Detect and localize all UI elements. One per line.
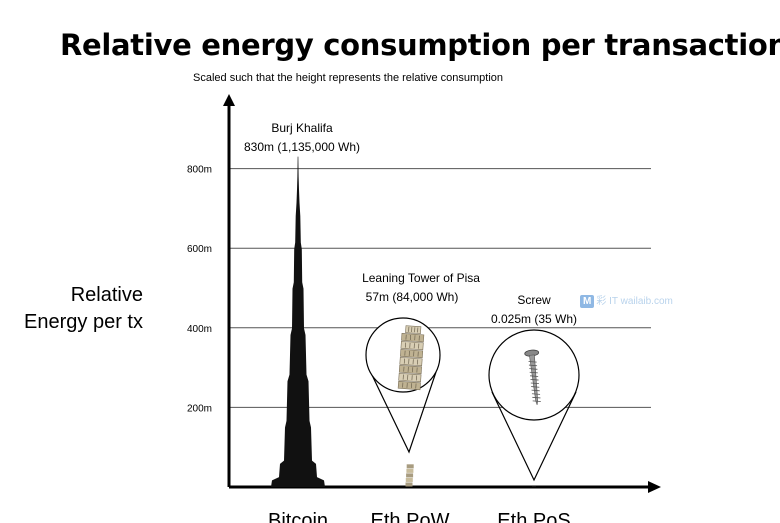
- x-tick-label-eth-pow: Eth PoW: [371, 510, 450, 523]
- bar-bitcoin-burj-khalifa: [271, 156, 325, 487]
- watermark-text: 彩 IT wailaib.com: [596, 296, 673, 307]
- y-tick-label-400m: 400m: [187, 324, 212, 335]
- chart-subtitle: Scaled such that the height represents t…: [193, 72, 504, 84]
- pisa-tower-icon: [397, 325, 425, 391]
- annotation-eth-pow-name: Leaning Tower of Pisa: [362, 271, 480, 285]
- y-axis-arrow: [223, 94, 235, 106]
- y-tick-label-200m: 200m: [187, 403, 212, 414]
- zoom-cone-eth-pos: [491, 391, 577, 482]
- y-axis-label: Relative Energy per tx: [0, 282, 143, 336]
- y-tick-label-600m: 600m: [187, 244, 212, 255]
- chart-title: Relative energy consumption per transact…: [60, 28, 780, 62]
- y-tick-label-800m: 800m: [187, 165, 212, 176]
- annotation-bitcoin-detail: 830m (1,135,000 Wh): [244, 140, 360, 154]
- annotation-bitcoin-name: Burj Khalifa: [271, 121, 333, 135]
- bar-eth-pow-pisa-tower: [405, 464, 414, 487]
- annotation-eth-pow-detail: 57m (84,000 Wh): [366, 290, 459, 304]
- y-axis-label-line-1: Relative: [70, 284, 143, 306]
- annotation-eth-pos-name: Screw: [517, 293, 551, 307]
- watermark-logo: M: [580, 295, 595, 308]
- zoom-cone-eth-pow: [371, 371, 437, 454]
- x-axis-arrow: [648, 481, 661, 493]
- y-axis-label-line-2: Energy per tx: [24, 311, 143, 333]
- screw-icon: [524, 349, 541, 405]
- x-tick-label-eth-pos: Eth PoS: [497, 510, 570, 523]
- x-tick-label-bitcoin: Bitcoin: [268, 510, 328, 523]
- annotation-eth-pos-detail: 0.025m (35 Wh): [491, 312, 577, 326]
